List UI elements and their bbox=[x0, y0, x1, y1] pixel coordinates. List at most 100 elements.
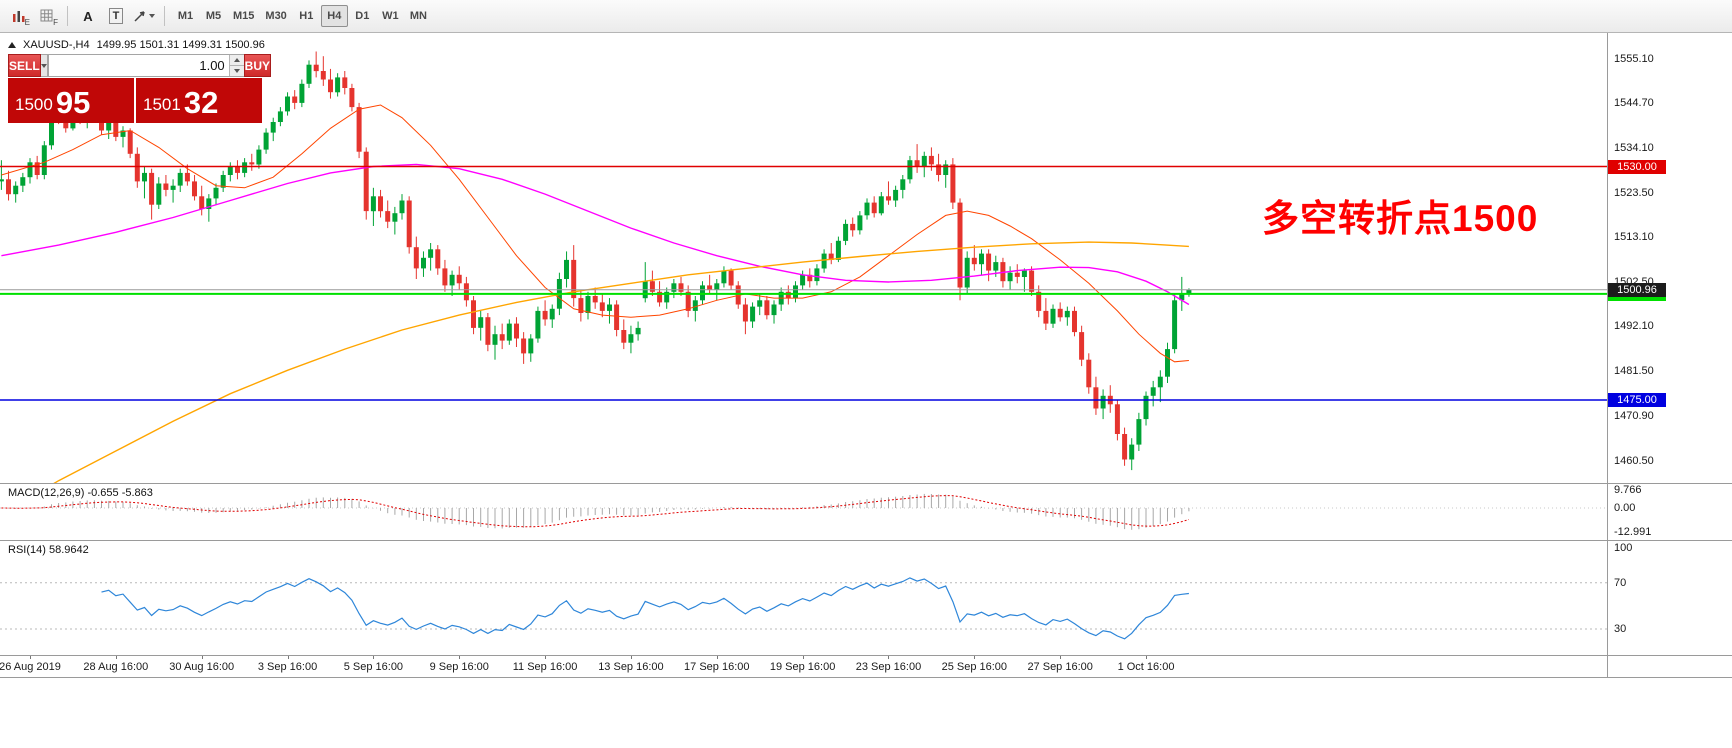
panel-separator[interactable] bbox=[0, 483, 1732, 484]
price-axis-label: 1544.70 bbox=[1614, 97, 1654, 110]
rsi-axis-label: 30 bbox=[1614, 622, 1627, 635]
time-tick bbox=[1060, 655, 1062, 659]
scale-separator bbox=[1607, 33, 1608, 677]
tool-letter-f: F bbox=[53, 18, 58, 27]
macd-axis-label: 9.766 bbox=[1614, 483, 1642, 496]
timeframe-M1[interactable]: M1 bbox=[177, 10, 194, 22]
time-axis-label: 30 Aug 16:00 bbox=[169, 661, 235, 673]
time-tick bbox=[30, 655, 31, 659]
price-axis-label: 1470.90 bbox=[1614, 410, 1654, 423]
time-tick bbox=[802, 655, 804, 659]
symbol-timeframe-label: XAUUSD-,H4 bbox=[23, 39, 90, 51]
macd-panel[interactable] bbox=[0, 483, 1607, 540]
time-axis-label: 1 Oct 16:00 bbox=[1117, 661, 1175, 673]
volume-spinner bbox=[228, 55, 244, 76]
price-scale[interactable]: 1555.101544.701534.101523.501513.101502.… bbox=[1608, 33, 1732, 677]
grid-template-button[interactable]: F bbox=[34, 4, 60, 28]
price-axis-label: 1523.50 bbox=[1614, 187, 1654, 200]
one-click-trade-panel: SELL BUY 1500 95 1501 32 bbox=[8, 54, 272, 123]
ohlc-values: 1499.95 1501.31 1499.31 1500.96 bbox=[96, 39, 265, 51]
time-axis-label: 26 Aug 2019 bbox=[0, 661, 61, 673]
timeframe-bar: M1 M5 M15 M30 H1 H4 D1 W1 MN bbox=[172, 5, 432, 27]
time-tick bbox=[974, 655, 976, 659]
bid-price-tag: 1500.96 bbox=[1608, 282, 1666, 297]
buy-price-pips: 32 bbox=[183, 85, 219, 120]
timeframe-W1[interactable]: W1 bbox=[382, 10, 399, 22]
ma-mid-line bbox=[1, 163, 1190, 306]
time-axis-label: 17 Sep 16:00 bbox=[684, 661, 750, 673]
rsi-axis-label: 100 bbox=[1614, 542, 1633, 554]
panel-separator bbox=[0, 655, 1732, 656]
timeframe-H1[interactable]: H1 bbox=[299, 10, 314, 22]
timeframe-M5[interactable]: M5 bbox=[205, 10, 222, 22]
macd-indicator-label: MACD(12,26,9) -0.655 -5.863 bbox=[8, 487, 153, 499]
time-axis-label: 3 Sep 16:00 bbox=[257, 661, 318, 673]
price-tag-1530.00[interactable]: 1530.00 bbox=[1608, 159, 1666, 174]
text-tool-label: T bbox=[108, 8, 124, 24]
panel-separator[interactable] bbox=[0, 540, 1732, 541]
tool-letter-e: E bbox=[24, 18, 30, 27]
volume-down-button[interactable] bbox=[229, 65, 244, 76]
macd-histogram bbox=[8, 493, 1190, 530]
timeframe-M30[interactable]: M30 bbox=[265, 10, 287, 22]
buy-quote[interactable]: 1501 32 bbox=[136, 78, 262, 123]
dropdown-caret-icon bbox=[149, 14, 155, 18]
time-axis-label: 9 Sep 16:00 bbox=[429, 661, 489, 673]
sell-button[interactable]: SELL bbox=[8, 54, 41, 77]
chart-style-button[interactable]: E bbox=[6, 4, 32, 28]
price-axis-label: 1513.10 bbox=[1614, 231, 1654, 244]
rsi-axis-label: 70 bbox=[1614, 576, 1627, 589]
time-tick bbox=[459, 655, 461, 659]
bar-chart-icon bbox=[12, 11, 24, 22]
volume-up-button[interactable] bbox=[229, 55, 244, 65]
timeframe-M15[interactable]: M15 bbox=[233, 10, 255, 22]
toolbar-separator bbox=[67, 6, 68, 26]
volume-dropdown-button[interactable] bbox=[40, 54, 48, 77]
sell-price-pips: 95 bbox=[55, 85, 91, 120]
arrow-tool-button[interactable] bbox=[131, 4, 157, 28]
sell-quote[interactable]: 1500 95 bbox=[8, 78, 134, 123]
time-tick bbox=[1146, 655, 1148, 659]
arrow-icon bbox=[134, 11, 145, 22]
time-axis-label: 13 Sep 16:00 bbox=[598, 661, 664, 673]
caret-up-icon bbox=[233, 58, 240, 62]
time-tick bbox=[201, 655, 203, 659]
time-axis-label: 28 Aug 16:00 bbox=[83, 661, 149, 673]
price-axis-label: 1534.10 bbox=[1614, 142, 1654, 155]
time-axis-label: 23 Sep 16:00 bbox=[855, 661, 922, 673]
time-tick bbox=[545, 655, 547, 659]
annotation-text[interactable]: 多空转折点1500 bbox=[1262, 198, 1539, 239]
toolbar-separator bbox=[164, 6, 165, 26]
buy-button[interactable]: BUY bbox=[243, 54, 272, 77]
time-axis-label: 19 Sep 16:00 bbox=[769, 661, 836, 673]
chart-window: XAUUSD-,H4 1499.95 1501.31 1499.31 1500.… bbox=[0, 33, 1732, 748]
timeframe-MN[interactable]: MN bbox=[409, 10, 427, 22]
price-axis-label: 1492.10 bbox=[1614, 320, 1654, 333]
time-tick bbox=[115, 655, 117, 659]
time-tick bbox=[888, 655, 890, 659]
price-axis-label: 1555.10 bbox=[1614, 53, 1654, 65]
toolbar: E F A T M1 M5 M15 M30 H1 H4 D1 W1 MN bbox=[0, 0, 1732, 33]
caret-down-icon bbox=[40, 63, 47, 68]
ma-slow-line bbox=[53, 241, 1189, 483]
main-price-chart[interactable] bbox=[0, 33, 1607, 483]
text-tool-button[interactable]: T bbox=[103, 4, 129, 28]
caret-down-icon bbox=[233, 69, 240, 73]
font-tool-button[interactable]: A bbox=[83, 8, 93, 24]
price-axis-label: 1460.50 bbox=[1614, 454, 1654, 467]
price-axis-label: 1481.50 bbox=[1614, 365, 1654, 378]
rsi-panel[interactable] bbox=[0, 540, 1607, 655]
timeframe-D1[interactable]: D1 bbox=[355, 10, 370, 22]
time-axis[interactable]: 26 Aug 2019 28 Aug 16:00 30 Aug 16:00 3 Sep… bbox=[0, 655, 1607, 677]
price-tag-1475.00[interactable]: 1475.00 bbox=[1608, 393, 1666, 408]
buy-price-base: 1501 bbox=[143, 95, 181, 114]
time-tick bbox=[373, 655, 375, 659]
grid-icon bbox=[40, 9, 53, 22]
time-tick bbox=[287, 655, 289, 659]
ma-fast-line bbox=[1, 104, 1189, 363]
macd-axis-label: -12.991 bbox=[1614, 526, 1652, 539]
time-axis-label: 5 Sep 16:00 bbox=[343, 661, 404, 673]
timeframe-H4[interactable]: H4 bbox=[320, 5, 348, 27]
volume-input[interactable] bbox=[48, 55, 229, 76]
macd-axis-label: 0.00 bbox=[1614, 502, 1636, 514]
